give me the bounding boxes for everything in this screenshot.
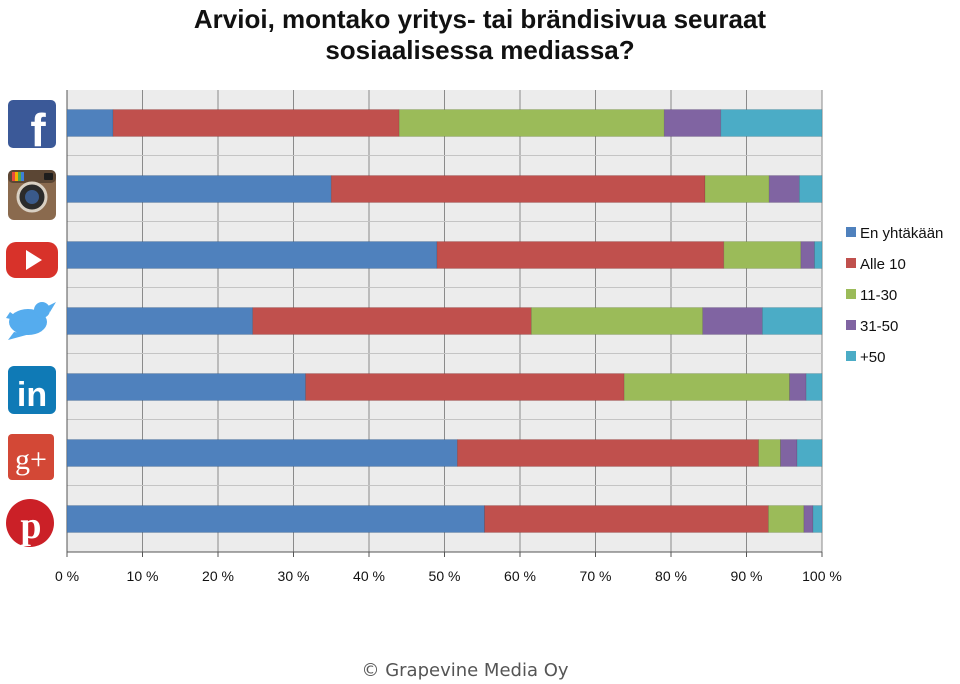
bar-instagram-series-4 xyxy=(768,175,800,203)
x-tick-labels: 0 % 10 % 20 % 30 % 40 % 50 % 60 % 70 % 80 % 90 % 1… xyxy=(55,568,842,584)
x-tick-label: 90 % xyxy=(731,568,763,584)
copyright-footer: © Grapevine Media Oy xyxy=(361,660,569,681)
pinterest-icon: p xyxy=(6,499,54,547)
bar-pinterest-series-2 xyxy=(484,505,769,533)
bar-pinterest-series-3 xyxy=(768,505,805,533)
x-tick-label: 20 % xyxy=(202,568,234,584)
x-tick-label: 50 % xyxy=(429,568,461,584)
linkedin-icon: in xyxy=(8,366,56,414)
bar-facebook-series-2 xyxy=(112,109,400,137)
svg-text:in: in xyxy=(17,376,47,414)
bar-google--series-2 xyxy=(457,439,759,467)
bar-google--series-1 xyxy=(66,439,458,467)
bar-facebook-series-5 xyxy=(720,109,823,137)
bar-twitter-series-1 xyxy=(66,307,254,335)
legend-label: 11-30 xyxy=(860,287,897,304)
bar-facebook-series-1 xyxy=(66,109,114,137)
legend: En yhtäkään Alle 10 11-30 31-50 +50 xyxy=(846,225,943,366)
bar-pinterest-series-4 xyxy=(803,505,814,533)
bar-linkedin-series-3 xyxy=(623,373,790,401)
legend-label: 31-50 xyxy=(860,318,898,335)
facebook-icon: f xyxy=(8,100,56,156)
bar-youtube-series-2 xyxy=(436,241,725,269)
legend-swatch xyxy=(846,258,856,268)
bar-facebook-series-3 xyxy=(398,109,665,137)
bar-google--series-4 xyxy=(780,439,798,467)
bar-linkedin-series-4 xyxy=(789,373,807,401)
chart-title-line-2: sosiaalisessa mediassa? xyxy=(325,35,635,65)
svg-text:f: f xyxy=(30,104,46,156)
twitter-icon xyxy=(6,302,56,340)
bar-instagram-series-5 xyxy=(799,175,823,203)
youtube-icon xyxy=(6,242,58,278)
legend-label: Alle 10 xyxy=(860,256,906,273)
bar-twitter-series-5 xyxy=(762,307,823,335)
legend-label: +50 xyxy=(860,349,885,366)
legend-label: En yhtäkään xyxy=(860,225,943,242)
bar-youtube-series-1 xyxy=(66,241,438,269)
x-tick-label: 80 % xyxy=(655,568,687,584)
bar-linkedin-series-5 xyxy=(805,373,823,401)
legend-swatch xyxy=(846,320,856,330)
bars xyxy=(66,109,823,533)
bar-pinterest-series-5 xyxy=(812,505,823,533)
chart-title-line-1: Arvioi, montako yritys- tai brändisivua … xyxy=(193,4,767,34)
bar-instagram-series-3 xyxy=(704,175,770,203)
legend-swatch xyxy=(846,227,856,237)
instagram-icon xyxy=(8,170,56,220)
bar-google--series-5 xyxy=(796,439,823,467)
bar-linkedin-series-1 xyxy=(66,373,306,401)
x-tick-label: 40 % xyxy=(353,568,385,584)
legend-swatch xyxy=(846,351,856,361)
bar-google--series-3 xyxy=(758,439,781,467)
x-tick-label: 30 % xyxy=(278,568,310,584)
x-tick-label: 0 % xyxy=(55,568,79,584)
bar-youtube-series-5 xyxy=(814,241,823,269)
google-plus-icon: g+ xyxy=(8,434,54,480)
bar-youtube-series-4 xyxy=(800,241,815,269)
svg-text:g+: g+ xyxy=(15,443,47,476)
x-tick-label: 10 % xyxy=(127,568,159,584)
x-tick-label: 100 % xyxy=(802,568,842,584)
bar-facebook-series-4 xyxy=(663,109,722,137)
bar-twitter-series-2 xyxy=(252,307,532,335)
bar-instagram-series-1 xyxy=(66,175,332,203)
bar-instagram-series-2 xyxy=(330,175,706,203)
bar-youtube-series-3 xyxy=(723,241,802,269)
bar-twitter-series-4 xyxy=(702,307,763,335)
bar-twitter-series-3 xyxy=(531,307,704,335)
x-tick-label: 70 % xyxy=(580,568,612,584)
legend-swatch xyxy=(846,289,856,299)
bar-pinterest-series-1 xyxy=(66,505,485,533)
svg-text:p: p xyxy=(20,505,41,547)
chart-title: Arvioi, montako yritys- tai brändisivua … xyxy=(0,4,960,66)
x-tick-label: 60 % xyxy=(504,568,536,584)
bar-linkedin-series-2 xyxy=(305,373,625,401)
